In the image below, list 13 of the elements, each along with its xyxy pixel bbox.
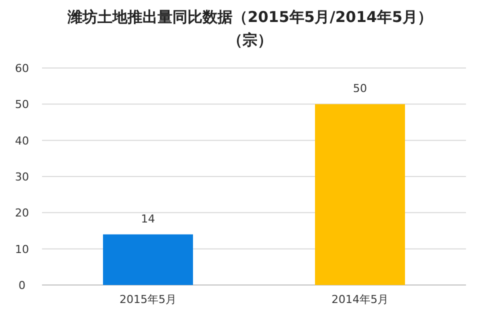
y-tick-label: 30 (15, 170, 29, 184)
subtitle: （宗） (228, 31, 272, 49)
data-label: 14 (141, 212, 155, 226)
y-tick-label: 50 (15, 98, 29, 112)
y-tick-label: 40 (15, 134, 29, 148)
data-label: 50 (353, 82, 367, 96)
y-tick-label: 10 (15, 242, 29, 256)
x-tick-label: 2014年5月 (332, 293, 388, 306)
x-tick-label: 2015年5月 (120, 293, 176, 306)
title: 潍坊土地推出量同比数据（2015年5月/2014年5月） (68, 8, 432, 26)
y-tick-label: 60 (15, 62, 29, 75)
y-tick-label: 20 (15, 206, 29, 220)
y-tick-label: 0 (18, 279, 26, 292)
